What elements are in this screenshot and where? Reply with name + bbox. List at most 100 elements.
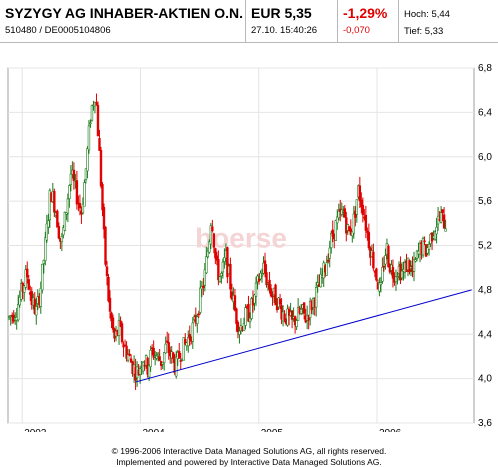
y-tick-label: 4,4 [478,329,492,340]
candle-body [214,248,217,259]
powered-by-line: Implemented and powered by Interactive D… [116,457,382,467]
candle-body [18,296,21,306]
candle-body [125,345,128,359]
candle-body [166,340,169,343]
candle-body [296,307,300,321]
candle-body [65,212,68,215]
candle-body [367,232,371,249]
candle-body [221,261,225,273]
candle-body [84,168,88,180]
candle-body [257,278,261,282]
candle-body [143,364,146,367]
candle-body [278,299,282,305]
candle-body [212,233,216,248]
candle-body [175,356,178,377]
candle-body [328,247,331,259]
candle-body [90,105,94,121]
candle-body [167,342,170,354]
instrument-cell: SYZYGY AG INHABER-AKTIEN O.N. 510480 / D… [0,0,246,42]
y-tick-label: 4,8 [478,285,492,296]
candle-body [164,343,167,354]
price-chart: 3,6 4,0 4,4 4,8 5,2 5,6 6,0 6,4 6,8 2003 2004 2005 2… [0,60,498,439]
candle-body [218,276,222,282]
candle-body [381,266,384,282]
candle-body [414,259,417,262]
candle-body [57,226,61,239]
candle-body [302,302,306,314]
candle-body [102,207,106,230]
candle-body [426,247,429,254]
candle-body [108,297,112,312]
candle-body [375,268,378,281]
candle-body [69,173,73,185]
candle-body [62,227,65,236]
x-tick-label: 2006 [379,428,402,432]
candle-body [442,214,446,229]
candle-body [343,208,346,218]
candle-body [269,288,273,297]
candle-body [391,267,395,279]
candle-body [101,184,104,211]
y-tick-label: 6,4 [478,107,492,118]
candle-body [337,210,340,219]
candle-body [215,255,219,261]
candle-body [423,240,426,243]
candle-body [286,308,289,326]
candle-body [316,282,319,286]
quote-header: SYZYGY AG INHABER-AKTIEN O.N. 510480 / D… [0,0,498,43]
candle-body [179,360,182,362]
change-percent: -1,29% [343,5,388,21]
candle-body [427,244,431,250]
candle-body [325,262,328,276]
candle-body [81,203,85,214]
price-chart-svg: 3,6 4,0 4,4 4,8 5,2 5,6 6,0 6,4 6,8 2003 2004 2005 2… [7,63,492,439]
candle-body [110,312,113,322]
candle-body [260,274,264,277]
candle-body [387,245,390,268]
candle-body [86,148,89,172]
x-tick-label: 2003 [24,428,47,432]
candle-body [412,258,416,272]
candle-body [191,322,194,342]
candle-body [290,310,294,320]
candle-body [247,303,250,322]
candle-body [104,226,107,265]
candle-body [66,198,70,214]
change-absolute: -0,070 [343,25,370,36]
candle-body [126,354,130,361]
candle-body [336,216,339,224]
candle-body [209,225,213,245]
candle-body [202,285,205,288]
candle-body [242,323,246,332]
candle-body [172,352,175,359]
candle-body [382,265,386,268]
candle-body [197,313,201,316]
candle-body [96,104,100,137]
y-tick-label: 6,0 [478,152,492,163]
candle-body [184,338,187,345]
candle-body [236,322,240,333]
candle-body [268,279,271,290]
candle-body [45,223,49,241]
candle-body [265,272,268,286]
instrument-title: SYZYGY AG INHABER-AKTIEN O.N. [5,5,244,21]
support-trendline [135,289,472,383]
candle-body [364,214,368,231]
candle-body [105,266,109,277]
candle-body [72,169,76,181]
candle-body [111,317,115,330]
candle-body [107,276,110,302]
candle-body [254,282,258,297]
candle-body [60,235,64,243]
y-tick-label: 6,8 [478,63,492,74]
candle-body [211,226,214,232]
candle-body [123,344,127,347]
price-cell: EUR 5,35 27.10. 15:40:26 [246,0,338,42]
x-tick-label: 2005 [261,428,284,432]
candle-body [128,353,131,356]
day-high: Hoch: 5,44 [404,9,450,20]
candle-body [235,308,238,324]
candle-body [83,182,86,207]
candle-body [117,320,121,336]
candle-body [314,287,318,308]
